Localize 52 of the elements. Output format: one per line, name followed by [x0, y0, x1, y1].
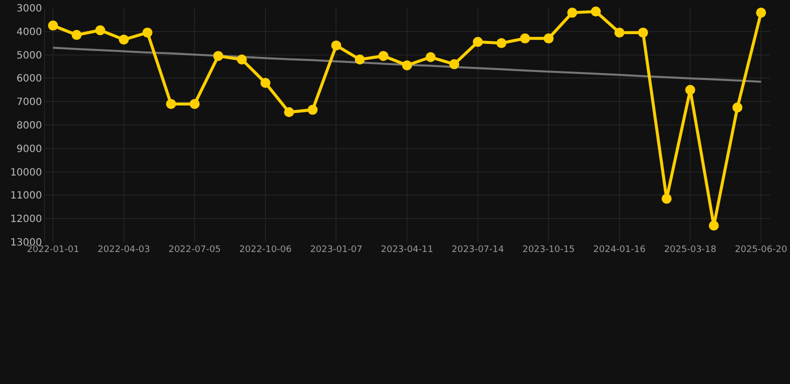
point — [190, 98, 200, 109]
point — [402, 60, 412, 70]
x-tick-label: 2023-10-15 — [522, 245, 575, 255]
point — [166, 98, 176, 109]
point — [308, 104, 318, 115]
point — [756, 8, 766, 18]
point — [520, 33, 530, 44]
point — [708, 220, 719, 231]
point — [284, 107, 294, 118]
point — [118, 34, 129, 45]
point — [449, 59, 460, 70]
y-tick-label: 5000 — [16, 50, 42, 62]
y-tick-label: 11000 — [10, 190, 42, 202]
point — [685, 84, 696, 95]
y-tick-label: 9000 — [16, 144, 42, 155]
x-tick-label: 2025-03-18 — [664, 245, 717, 255]
x-tick-label: 2025-06-20 — [734, 245, 788, 255]
point — [236, 54, 247, 64]
y-tick-label: 10000 — [10, 167, 42, 178]
point — [426, 52, 436, 62]
point — [260, 78, 270, 88]
x-tick-label: 2022-10-06 — [239, 245, 292, 255]
y-tick-label: 12000 — [10, 214, 42, 226]
point — [95, 25, 106, 36]
x-tick-label: 2022-07-05 — [168, 245, 221, 255]
line-series — [52, 46, 762, 83]
point — [544, 33, 554, 44]
point — [378, 50, 388, 61]
point — [72, 30, 82, 40]
point — [614, 28, 624, 38]
y-tick-label: 4000 — [16, 26, 42, 38]
x-tick-label: 2023-07-14 — [452, 245, 504, 255]
point — [590, 6, 601, 17]
point — [638, 28, 648, 38]
point — [213, 50, 224, 61]
point — [331, 40, 342, 50]
x-tick-label: 2024-01-16 — [593, 245, 646, 255]
point — [48, 20, 58, 31]
point — [662, 194, 672, 204]
x-tick-label: 2023-01-07 — [310, 245, 362, 255]
point — [496, 38, 506, 48]
y-tick-label: 6000 — [16, 74, 42, 85]
y-tick-label: 8000 — [16, 120, 42, 132]
point — [472, 36, 483, 47]
point — [142, 28, 152, 38]
point — [567, 8, 578, 18]
point — [354, 54, 365, 64]
point — [732, 102, 742, 112]
x-tick-label: 2022-04-03 — [98, 245, 150, 255]
y-tick-label: 3000 — [16, 4, 42, 14]
x-tick-label: 2023-04-11 — [380, 245, 434, 255]
y-tick-label: 7000 — [16, 97, 42, 108]
